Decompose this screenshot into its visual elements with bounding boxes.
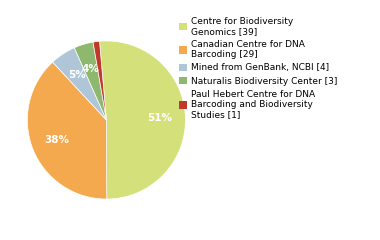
Text: 5%: 5% (68, 70, 86, 80)
Text: 4%: 4% (82, 64, 100, 73)
Wedge shape (52, 48, 106, 120)
Wedge shape (74, 42, 106, 120)
Text: 51%: 51% (147, 113, 173, 123)
Text: 38%: 38% (44, 135, 69, 145)
Wedge shape (27, 62, 107, 199)
Wedge shape (100, 41, 185, 199)
Legend: Centre for Biodiversity
Genomics [39], Canadian Centre for DNA
Barcoding [29], M: Centre for Biodiversity Genomics [39], C… (179, 17, 337, 119)
Wedge shape (93, 41, 106, 120)
